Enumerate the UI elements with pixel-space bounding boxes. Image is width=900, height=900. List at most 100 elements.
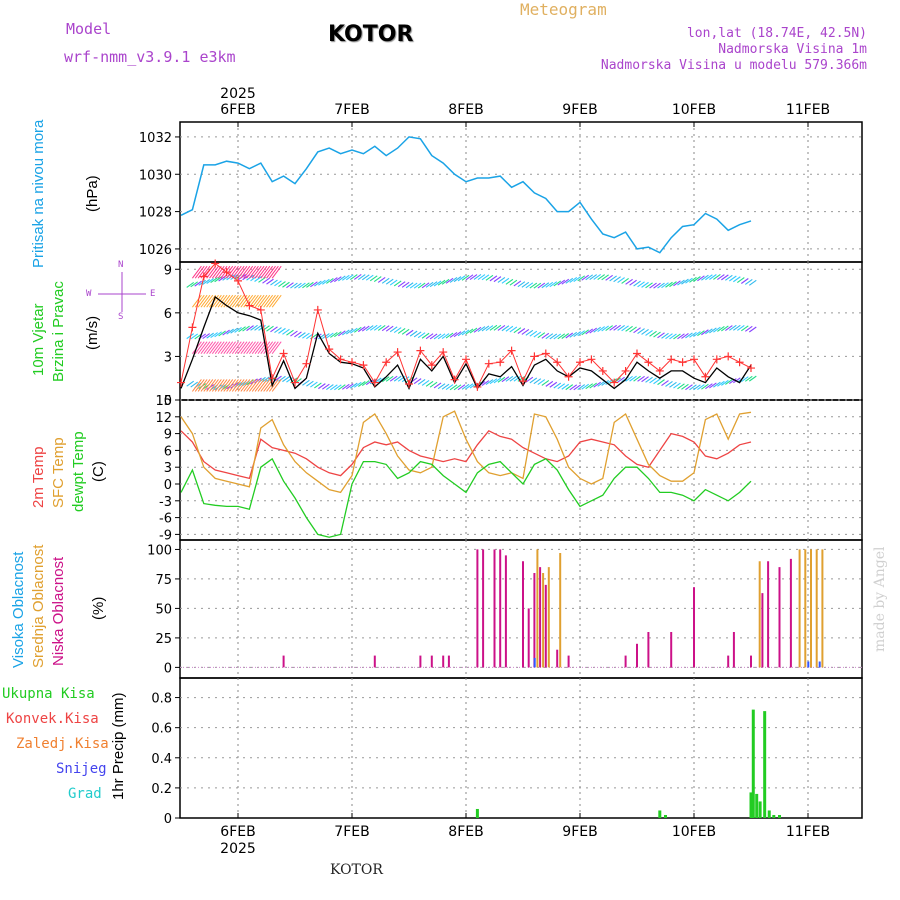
wind-barb — [569, 384, 578, 391]
wind-barb — [733, 276, 741, 283]
wind-mean-line — [180, 295, 752, 391]
wind-barb — [545, 333, 554, 340]
wind-barb-strong — [191, 265, 202, 279]
compass-west: W — [86, 289, 92, 299]
wind-barb — [262, 277, 270, 284]
wind-barb — [521, 281, 530, 288]
wind-barb — [345, 328, 354, 335]
wind-barb — [357, 326, 366, 333]
wind-barb — [505, 375, 514, 382]
wind-gust-marker — [507, 346, 516, 355]
wind-barb — [206, 278, 214, 284]
wind-barb-strong — [240, 294, 251, 308]
wind-barb-strong — [268, 265, 279, 279]
wind-barb — [190, 381, 199, 388]
wind-barb — [258, 276, 266, 283]
wind-gust-marker — [211, 259, 220, 268]
wind-barb — [413, 331, 422, 338]
wind-barb-strong — [246, 341, 256, 355]
wind-barb — [529, 330, 538, 337]
wind-barb — [341, 274, 350, 281]
wind-barb — [529, 282, 538, 289]
wind-barb — [493, 276, 502, 283]
wind-barb — [673, 333, 681, 340]
wind-barb — [561, 383, 570, 390]
wind-barb — [581, 274, 590, 281]
wind-barb — [553, 382, 562, 389]
wind-barb — [389, 326, 398, 333]
wind-barb — [565, 277, 574, 284]
wind-barb — [210, 332, 218, 338]
wind-barb — [377, 324, 386, 331]
wind-barb — [497, 376, 506, 383]
wind-barb — [533, 282, 542, 289]
wind-barb — [525, 376, 534, 383]
wind-gust-marker — [359, 361, 368, 370]
station-title: KOTOR — [328, 22, 414, 47]
wind-barb-strong — [260, 294, 271, 308]
wind-barb — [537, 282, 546, 289]
wind-gust-marker — [188, 323, 197, 332]
wind-barb — [429, 381, 438, 388]
wind-gust-marker — [313, 305, 322, 314]
wind-barb — [717, 380, 725, 387]
wind-barb-strong — [200, 379, 211, 392]
wind-gust-marker — [644, 358, 653, 367]
wind-barb-strong — [237, 265, 248, 279]
wind-barb — [541, 380, 550, 386]
wind-barb — [744, 278, 753, 285]
wind-barb — [361, 380, 370, 387]
wind-barb — [681, 333, 689, 339]
wind-gust-marker — [530, 352, 539, 361]
wind-barb — [740, 376, 749, 383]
wind-gust-marker — [405, 380, 413, 389]
precip-ytick-label: 0.2 — [151, 782, 172, 797]
wind-barb — [705, 383, 713, 390]
wind-barb — [681, 278, 689, 285]
wind-gust-marker — [439, 348, 448, 357]
bottom-date-label: 10FEB — [672, 824, 716, 840]
wind-barb — [617, 376, 625, 383]
wind-barb — [238, 326, 246, 333]
wind-barb — [341, 329, 350, 336]
wind-barb — [314, 382, 322, 389]
wind-barb — [693, 276, 701, 282]
wind-barb-strong — [226, 341, 237, 355]
wind-barb — [657, 282, 665, 289]
wind-barb — [473, 326, 482, 333]
wind-barb — [373, 324, 382, 331]
wind-barb — [318, 279, 326, 286]
wind-barb — [641, 376, 649, 383]
wind-barb — [393, 280, 402, 287]
wind-barb-strong — [257, 265, 268, 279]
wind-barb — [641, 329, 649, 335]
wind-barb-strong — [200, 341, 211, 355]
wind-barb — [489, 378, 498, 385]
wind-barb — [685, 332, 693, 339]
wind-barb-strong — [203, 294, 214, 308]
wind-barb — [369, 324, 378, 331]
wind-barb — [226, 328, 234, 335]
wind-barb — [585, 274, 594, 281]
precip-ytick-label: 0.8 — [151, 692, 172, 707]
wind-barb-strong — [248, 341, 259, 355]
wind-barb-strong — [231, 341, 242, 355]
wind-barb — [469, 274, 478, 280]
wind-barb — [473, 273, 482, 280]
wind-barb — [665, 333, 673, 340]
elevation-text: Nadmorska Visina 1m — [718, 42, 867, 57]
wind-barb — [445, 332, 454, 339]
wind-barb-strong — [211, 294, 222, 308]
wind-barb-strong — [206, 294, 217, 308]
wind-barb — [701, 274, 709, 281]
cloud-ytick-label: 25 — [155, 632, 172, 647]
wind-barb — [633, 327, 641, 334]
wind-barb — [589, 327, 598, 334]
wind-barb — [581, 383, 590, 390]
wind-barb-strong — [257, 294, 268, 308]
wind-barb — [537, 379, 546, 386]
wind-barb-strong — [226, 294, 237, 308]
wind-barb — [740, 325, 749, 332]
wind-barb — [601, 274, 609, 281]
precip-bar — [767, 810, 771, 818]
